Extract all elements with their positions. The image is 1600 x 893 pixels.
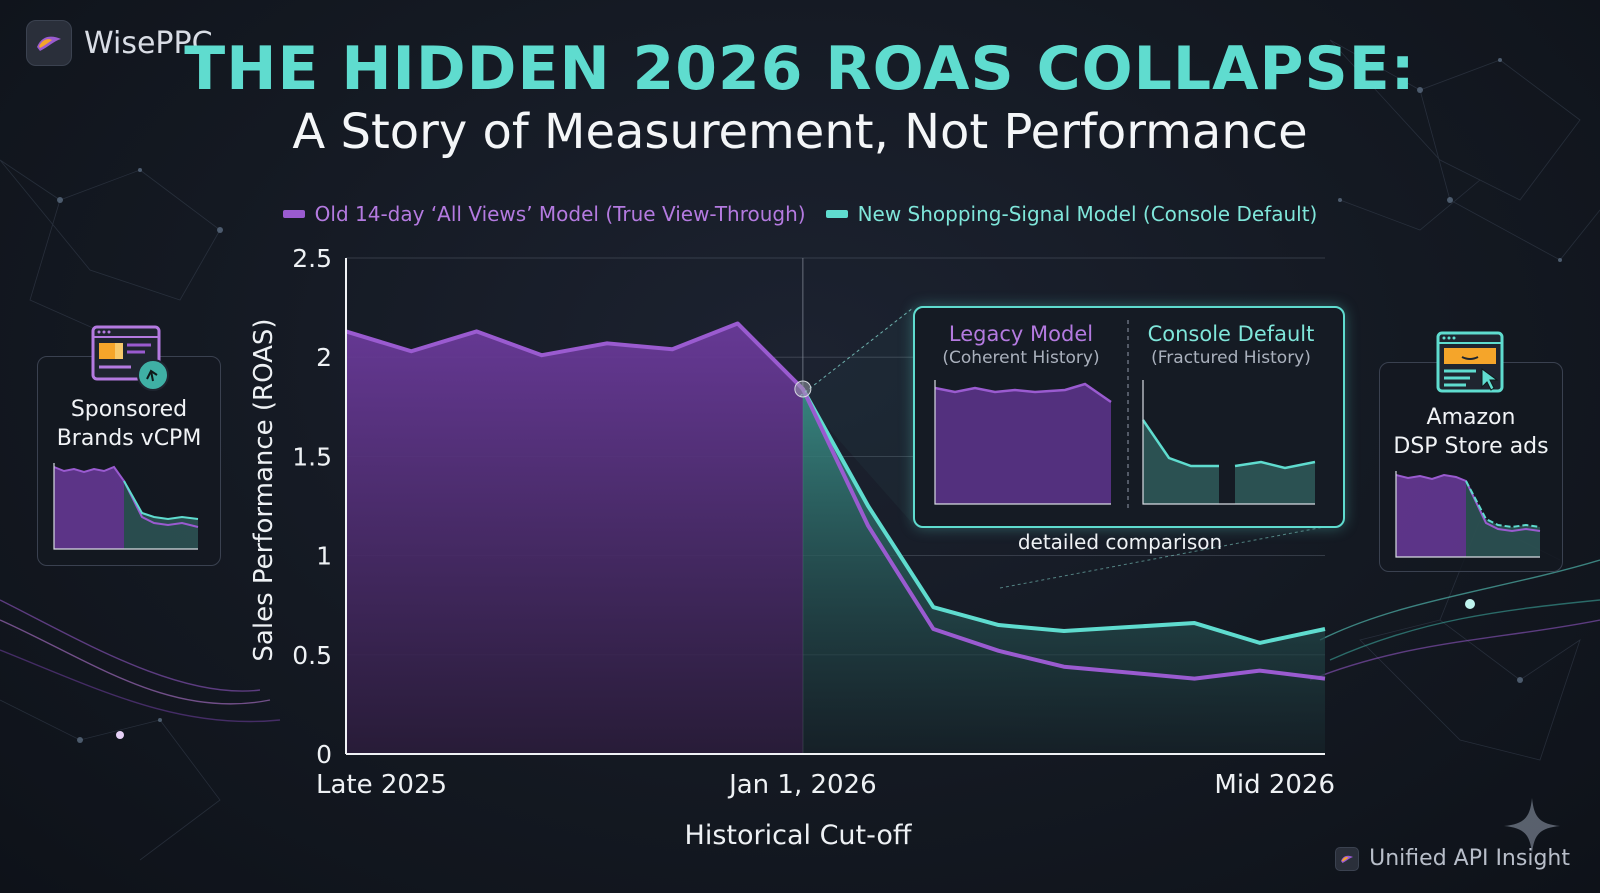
wiseppc-logo-icon: [26, 20, 72, 66]
cutoff-marker: [794, 380, 812, 398]
y-tick-label: 2.5: [292, 244, 332, 273]
sponsored-brands-card: Sponsored Brands vCPM: [37, 325, 221, 566]
footer-badge: Unified API Insight: [1335, 846, 1570, 871]
amazon-dsp-card: Amazon DSP Store ads: [1379, 331, 1563, 572]
sparkle-icon: [1504, 798, 1560, 854]
y-axis-label: Sales Performance (ROAS): [249, 318, 279, 661]
legend-swatch-teal: [825, 210, 848, 218]
zoom-connector: [799, 306, 1341, 589]
right-card-label-1: Amazon: [1426, 405, 1516, 430]
footer-text: Unified API Insight: [1369, 846, 1570, 871]
y-tick-label: 1: [316, 542, 332, 571]
old-model-area: [346, 323, 803, 754]
comparison-left-subtitle: (Coherent History): [942, 348, 1100, 368]
y-tick-label: 2: [316, 343, 332, 372]
x-tick-label: Mid 2026: [1214, 770, 1335, 800]
y-tick-label: 0.5: [292, 641, 332, 670]
comparison-mini-charts: [934, 320, 1316, 508]
left-card-label-1: Sponsored: [70, 397, 188, 422]
legend-label-old-model: Old 14-day ‘All Views’ Model (True View-…: [314, 202, 806, 226]
y-tick-label: 0: [316, 740, 332, 769]
x-tick-label: Late 2025: [316, 770, 447, 800]
y-tick-label: 1.5: [292, 442, 332, 471]
comparison-left-title: Legacy Model: [948, 322, 1094, 346]
legend-label-new-model: New Shopping-Signal Model (Console Defau…: [857, 202, 1318, 226]
comparison-panel: Legacy Model (Coherent History) Console …: [913, 306, 1345, 528]
right-card-label-2: DSP Store ads: [1393, 434, 1549, 459]
comparison-right-title: Console Default: [1147, 322, 1315, 346]
legend-item-old-model: Old 14-day ‘All Views’ Model (True View-…: [282, 202, 806, 226]
x-tick-label: Jan 1, 2026: [727, 770, 877, 800]
chart-areas: [346, 323, 1325, 754]
right-card-mini-chart: [1395, 471, 1541, 558]
legend-item-new-model: New Shopping-Signal Model (Console Defau…: [825, 202, 1318, 226]
comparison-caption: detailed comparison: [1017, 530, 1223, 554]
old-model-line: [345, 321, 1326, 681]
ad-window-icon: [91, 325, 171, 398]
page-subtitle: A Story of Measurement, Not Performance: [292, 104, 1308, 160]
chart-tick-labels: 0 0.5 1 1.5 2 2.5 Late 2025 Jan 1, 2026 Mid 2026: [292, 244, 1335, 800]
brand-name: WisePPC: [84, 25, 213, 61]
legend-swatch-purple: [282, 210, 305, 218]
page-title: THE HIDDEN 2026 ROAS COLLAPSE:: [184, 34, 1416, 104]
left-card-mini-chart: [53, 463, 199, 550]
chart-axes: [345, 258, 1325, 755]
new-model-line: [801, 387, 1326, 645]
chart-lines: [345, 321, 1326, 681]
store-window-icon: [1436, 331, 1508, 402]
wiseppc-small-logo-icon: [1335, 846, 1360, 871]
comparison-right-subtitle: (Fractured History): [1151, 348, 1311, 368]
x-axis-label: Historical Cut-off: [685, 820, 913, 851]
left-card-label-2: Brands vCPM: [56, 426, 202, 451]
brand: WisePPC: [26, 20, 213, 66]
chart-legend: Old 14-day ‘All Views’ Model (True View-…: [0, 202, 1600, 226]
new-model-area: [802, 388, 1325, 754]
